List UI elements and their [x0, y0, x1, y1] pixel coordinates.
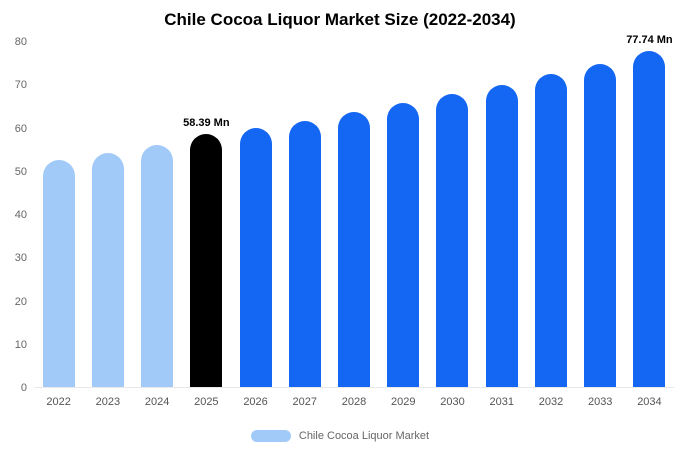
y-tick-label: 10 — [14, 338, 27, 351]
legend-label: Chile Cocoa Liquor Market — [298, 430, 430, 442]
bar-slot — [477, 42, 526, 387]
bar-2026[interactable] — [239, 127, 272, 387]
x-axis-label: 2031 — [489, 396, 514, 408]
y-tick-label: 80 — [14, 36, 27, 48]
bar-value-label: 77.74 Mn — [626, 33, 673, 46]
bar-slot — [83, 42, 132, 387]
bar-2034[interactable]: 77.74 Mn — [626, 34, 673, 387]
x-axis-label: 2034 — [637, 396, 662, 408]
bar-2023[interactable] — [91, 152, 124, 387]
bar-slot — [34, 42, 83, 387]
x-axis-label: 2026 — [243, 396, 268, 408]
bar-2029[interactable] — [387, 102, 420, 387]
y-tick-label: 20 — [14, 295, 27, 308]
bar-2025[interactable]: 58.39 Mn — [183, 117, 230, 387]
bar-2028[interactable] — [338, 111, 371, 387]
bar-slot — [280, 42, 329, 387]
y-tick-label: 60 — [14, 122, 27, 135]
bar-2033[interactable] — [584, 63, 617, 387]
x-axis-label: 2030 — [440, 396, 465, 408]
bar-2024[interactable] — [141, 144, 174, 387]
x-axis-label: 2033 — [587, 396, 613, 408]
bar-2032[interactable] — [534, 74, 567, 387]
y-tick-label: 70 — [14, 79, 27, 92]
bar-2027[interactable] — [288, 120, 321, 387]
legend-item[interactable]: Chile Cocoa Liquor Market — [250, 430, 430, 442]
legend: Chile Cocoa Liquor Market — [0, 430, 680, 442]
bar-slot — [132, 42, 181, 387]
bar-slot — [428, 42, 477, 387]
bar-slot — [231, 42, 280, 387]
y-tick-label: 0 — [20, 382, 27, 394]
x-axis-label: 2022 — [46, 396, 71, 408]
x-axis-label: 2023 — [95, 396, 121, 408]
bar-slot — [379, 42, 428, 387]
bar-2031[interactable] — [485, 84, 518, 387]
bar-value-label: 58.39 Mn — [183, 117, 230, 130]
x-axis-label: 2027 — [292, 396, 318, 408]
bar-slot: 77.74 Mn — [625, 34, 674, 387]
x-axis-label: 2028 — [341, 396, 367, 408]
legend-swatch-icon — [250, 430, 291, 442]
bar-slot — [526, 42, 575, 387]
chart-title: Chile Cocoa Liquor Market Size (2022-203… — [164, 10, 516, 29]
x-axis-label: 2029 — [391, 396, 416, 408]
bar-slot: 58.39 Mn — [182, 42, 231, 387]
bar-2022[interactable] — [42, 159, 75, 387]
x-axis: 2022 2023 2024 2025 2026 2027 2028 2029 2030 2031… — [34, 396, 674, 408]
bar-2030[interactable] — [436, 94, 469, 387]
y-tick-label: 30 — [14, 252, 27, 265]
bar-slot — [576, 42, 625, 387]
y-tick-label: 40 — [14, 209, 27, 221]
y-tick-label: 50 — [14, 165, 27, 178]
x-axis-label: 2025 — [194, 396, 219, 408]
x-axis-label: 2024 — [144, 396, 170, 408]
bar-slot — [329, 42, 378, 387]
bar-chart: 0 10 20 30 40 50 60 70 80 58.39 Mn 77.74 Mn — [6, 34, 674, 394]
y-axis: 0 10 20 30 40 50 60 70 80 — [6, 36, 30, 394]
plot-area: 58.39 Mn 77.74 Mn — [34, 34, 674, 388]
x-axis-label: 2032 — [538, 396, 564, 408]
